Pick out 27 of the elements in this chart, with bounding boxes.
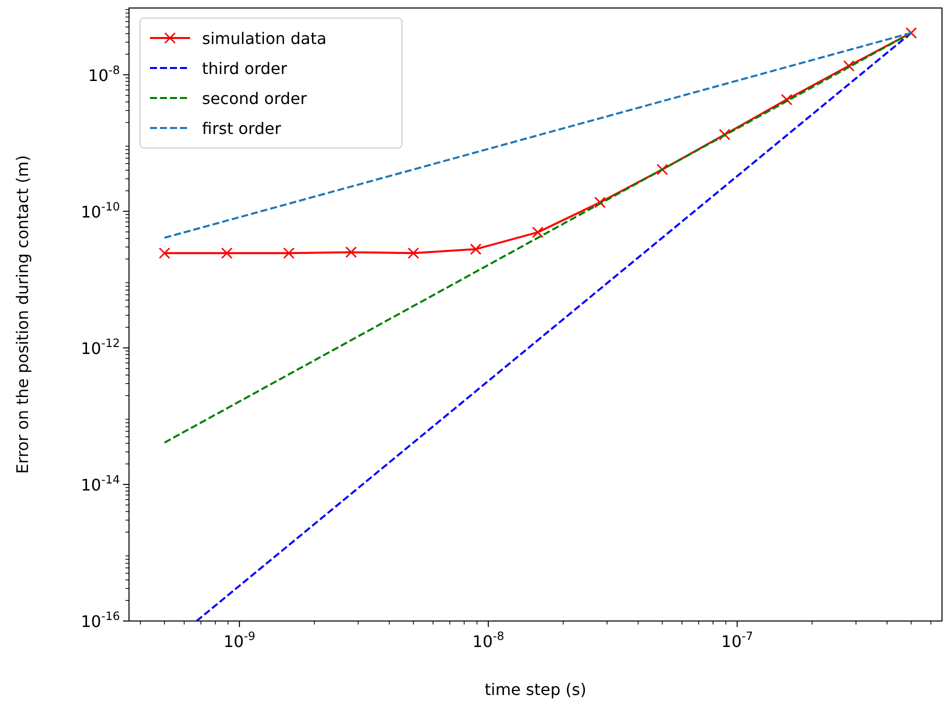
x-tick-label: 10$^{-9}$ <box>224 629 256 651</box>
point <box>843 60 855 72</box>
legend-label: second order <box>202 89 308 108</box>
legend-label: third order <box>202 59 288 78</box>
point <box>221 247 233 259</box>
point <box>594 196 606 208</box>
y-tick-label: 10$^{-14}$ <box>80 472 120 494</box>
x-tick-label: 10$^{-7}$ <box>721 629 754 651</box>
point <box>158 247 170 259</box>
y-axis-title: Error on the position during contact (m) <box>13 155 32 474</box>
legend-label: simulation data <box>202 29 327 48</box>
point <box>532 226 544 238</box>
legend-label: first order <box>202 119 282 138</box>
y-tick-label: 10$^{-16}$ <box>80 609 120 631</box>
point <box>470 243 482 255</box>
y-tick-label: 10$^{-8}$ <box>88 62 120 85</box>
x-tick-label: 10$^{-8}$ <box>472 629 504 651</box>
point <box>283 247 295 259</box>
point <box>905 27 917 39</box>
point <box>718 128 730 140</box>
y-tick-label: 10$^{-10}$ <box>80 199 120 222</box>
point <box>780 94 792 106</box>
point <box>345 246 357 258</box>
y-tick-label: 10$^{-12}$ <box>80 336 120 358</box>
x-axis-title: time step (s) <box>484 680 586 699</box>
point <box>656 164 668 176</box>
point <box>408 247 420 259</box>
